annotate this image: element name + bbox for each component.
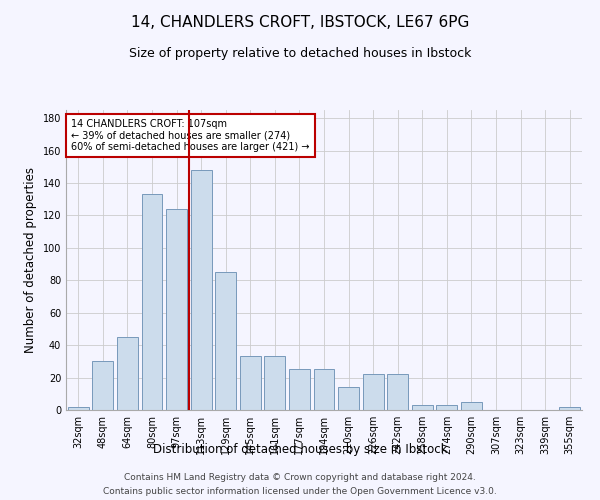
Bar — [412, 405, 433, 410]
Bar — [215, 272, 236, 410]
Bar — [117, 337, 138, 410]
Text: Contains public sector information licensed under the Open Government Licence v3: Contains public sector information licen… — [103, 488, 497, 496]
Text: Distribution of detached houses by size in Ibstock: Distribution of detached houses by size … — [153, 442, 447, 456]
Bar — [362, 374, 383, 410]
Bar — [142, 194, 163, 410]
Bar — [314, 370, 334, 410]
Bar — [436, 405, 457, 410]
Bar — [289, 370, 310, 410]
Text: 14, CHANDLERS CROFT, IBSTOCK, LE67 6PG: 14, CHANDLERS CROFT, IBSTOCK, LE67 6PG — [131, 15, 469, 30]
Bar — [387, 374, 408, 410]
Bar — [240, 356, 261, 410]
Y-axis label: Number of detached properties: Number of detached properties — [24, 167, 37, 353]
Bar — [191, 170, 212, 410]
Bar — [559, 407, 580, 410]
Bar — [338, 388, 359, 410]
Bar — [68, 407, 89, 410]
Text: Contains HM Land Registry data © Crown copyright and database right 2024.: Contains HM Land Registry data © Crown c… — [124, 472, 476, 482]
Bar — [461, 402, 482, 410]
Text: Size of property relative to detached houses in Ibstock: Size of property relative to detached ho… — [129, 48, 471, 60]
Text: 14 CHANDLERS CROFT: 107sqm
← 39% of detached houses are smaller (274)
60% of sem: 14 CHANDLERS CROFT: 107sqm ← 39% of deta… — [71, 119, 310, 152]
Bar — [92, 362, 113, 410]
Bar — [166, 209, 187, 410]
Bar — [265, 356, 286, 410]
